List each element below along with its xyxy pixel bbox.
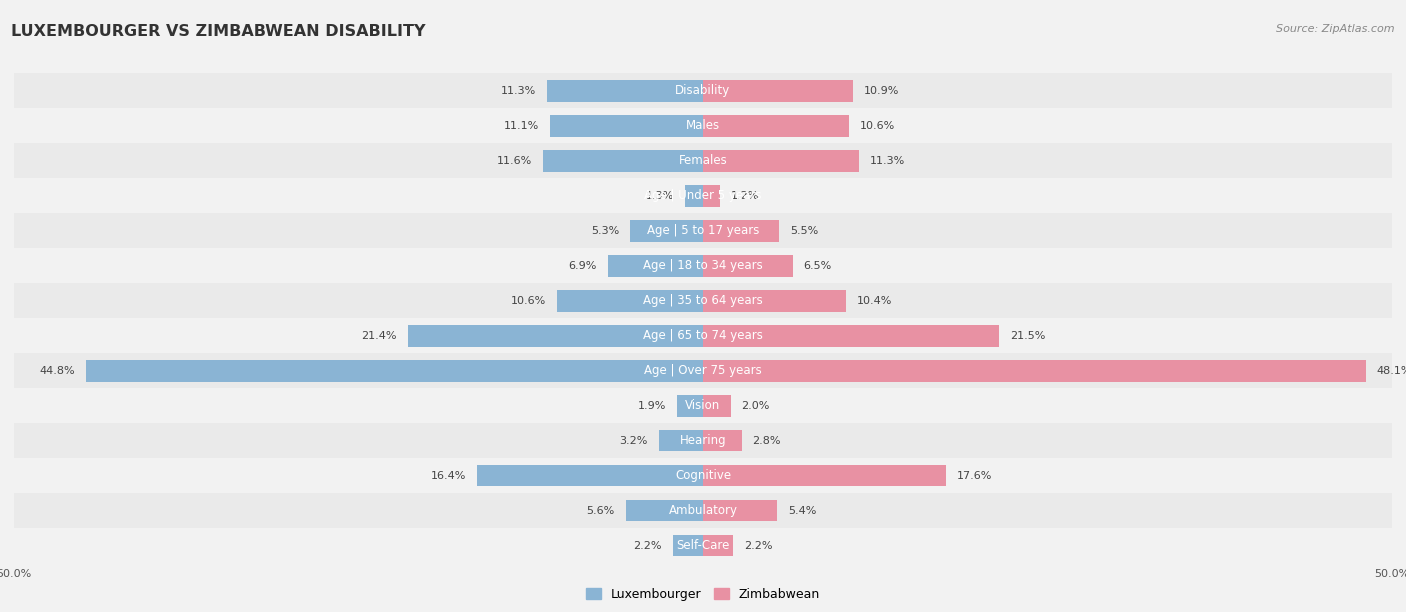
Text: 1.3%: 1.3% [645, 191, 673, 201]
Text: 11.3%: 11.3% [501, 86, 536, 96]
Bar [659, 430, 703, 452]
Text: 11.1%: 11.1% [503, 121, 538, 131]
Bar [543, 150, 703, 172]
Bar [703, 80, 853, 102]
Legend: Luxembourger, Zimbabwean: Luxembourger, Zimbabwean [586, 588, 820, 601]
Bar [685, 185, 703, 207]
Text: 48.1%: 48.1% [1376, 366, 1406, 376]
Text: Age | Under 5 years: Age | Under 5 years [644, 189, 762, 203]
Bar [408, 325, 703, 346]
Bar [86, 360, 703, 381]
Text: 6.9%: 6.9% [568, 261, 598, 271]
Text: 5.5%: 5.5% [790, 226, 818, 236]
Text: Hearing: Hearing [679, 434, 727, 447]
Text: 5.3%: 5.3% [591, 226, 619, 236]
Bar [703, 325, 1000, 346]
Text: 5.6%: 5.6% [586, 506, 614, 515]
Text: 10.9%: 10.9% [865, 86, 900, 96]
Bar [703, 430, 741, 452]
Bar [557, 290, 703, 312]
Bar [672, 535, 703, 556]
Bar [703, 360, 1365, 381]
Text: LUXEMBOURGER VS ZIMBABWEAN DISABILITY: LUXEMBOURGER VS ZIMBABWEAN DISABILITY [11, 24, 426, 40]
Text: Age | 65 to 74 years: Age | 65 to 74 years [643, 329, 763, 342]
Bar [14, 388, 1392, 423]
Bar [14, 318, 1392, 353]
Text: Age | 18 to 34 years: Age | 18 to 34 years [643, 259, 763, 272]
Text: 17.6%: 17.6% [956, 471, 991, 480]
Text: 21.5%: 21.5% [1011, 330, 1046, 341]
Bar [703, 255, 793, 277]
Bar [477, 465, 703, 487]
Text: Vision: Vision [685, 399, 721, 412]
Bar [607, 255, 703, 277]
Bar [14, 248, 1392, 283]
Bar [703, 535, 734, 556]
Text: Self-Care: Self-Care [676, 539, 730, 552]
Text: Source: ZipAtlas.com: Source: ZipAtlas.com [1277, 24, 1395, 34]
Bar [550, 115, 703, 136]
Text: 2.8%: 2.8% [752, 436, 782, 446]
Bar [14, 458, 1392, 493]
Bar [14, 353, 1392, 388]
Bar [14, 528, 1392, 563]
Bar [14, 283, 1392, 318]
Bar [703, 500, 778, 521]
Bar [14, 73, 1392, 108]
Bar [703, 115, 849, 136]
Bar [14, 214, 1392, 248]
Text: 11.3%: 11.3% [870, 156, 905, 166]
Text: 5.4%: 5.4% [789, 506, 817, 515]
Text: 16.4%: 16.4% [430, 471, 465, 480]
Text: 21.4%: 21.4% [361, 330, 396, 341]
Text: 10.6%: 10.6% [510, 296, 546, 306]
Text: 11.6%: 11.6% [496, 156, 531, 166]
Bar [547, 80, 703, 102]
Text: 1.9%: 1.9% [637, 401, 666, 411]
Bar [703, 290, 846, 312]
Bar [14, 178, 1392, 214]
Text: Age | 5 to 17 years: Age | 5 to 17 years [647, 225, 759, 237]
Bar [630, 220, 703, 242]
Text: 10.6%: 10.6% [860, 121, 896, 131]
Text: 3.2%: 3.2% [620, 436, 648, 446]
Text: 2.2%: 2.2% [744, 540, 773, 551]
Text: 2.2%: 2.2% [633, 540, 662, 551]
Text: Cognitive: Cognitive [675, 469, 731, 482]
Bar [14, 423, 1392, 458]
Text: 44.8%: 44.8% [39, 366, 75, 376]
Bar [703, 395, 731, 417]
Text: 2.0%: 2.0% [741, 401, 770, 411]
Text: 1.2%: 1.2% [731, 191, 759, 201]
Text: Disability: Disability [675, 84, 731, 97]
Text: Age | 35 to 64 years: Age | 35 to 64 years [643, 294, 763, 307]
Bar [676, 395, 703, 417]
Bar [703, 150, 859, 172]
Text: Age | Over 75 years: Age | Over 75 years [644, 364, 762, 377]
Text: Females: Females [679, 154, 727, 167]
Bar [703, 465, 945, 487]
Bar [14, 493, 1392, 528]
Bar [703, 185, 720, 207]
Text: Ambulatory: Ambulatory [668, 504, 738, 517]
Bar [14, 108, 1392, 143]
Text: 6.5%: 6.5% [804, 261, 832, 271]
Bar [626, 500, 703, 521]
Bar [14, 143, 1392, 178]
Text: Males: Males [686, 119, 720, 132]
Bar [703, 220, 779, 242]
Text: 10.4%: 10.4% [858, 296, 893, 306]
